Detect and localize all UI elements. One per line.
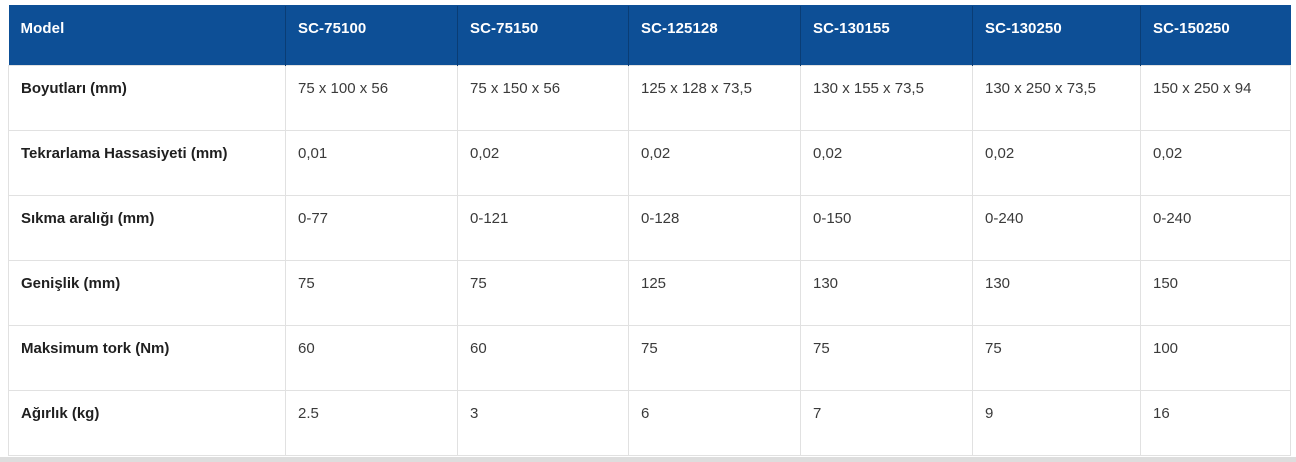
column-header-sc-125128: SC-125128 (628, 5, 801, 66)
table-row-clamping-range: Sıkma aralığı (mm) 0-77 0-121 0-128 0-15… (8, 195, 1291, 261)
spec-value-cell: 9 (972, 390, 1141, 456)
table-row-repeatability: Tekrarlama Hassasiyeti (mm) 0,01 0,02 0,… (8, 130, 1291, 196)
spec-value-cell: 125 x 128 x 73,5 (628, 65, 801, 131)
column-header-sc-75150: SC-75150 (457, 5, 629, 66)
spec-value-cell: 3 (457, 390, 629, 456)
spec-label-cell: Sıkma aralığı (mm) (8, 195, 286, 261)
spec-label-cell: Maksimum tork (Nm) (8, 325, 286, 391)
table-row-width: Genişlik (mm) 75 75 125 130 130 150 (8, 260, 1291, 326)
column-header-sc-130155: SC-130155 (800, 5, 973, 66)
spec-value-cell: 130 (972, 260, 1141, 326)
spec-value-cell: 125 (628, 260, 801, 326)
spec-value-cell: 75 (972, 325, 1141, 391)
spec-value-cell: 0-77 (285, 195, 458, 261)
spec-value-cell: 0-150 (800, 195, 973, 261)
product-spec-table: Model SC-75100 SC-75150 SC-125128 SC-130… (8, 5, 1291, 456)
table-header-row: Model SC-75100 SC-75150 SC-125128 SC-130… (8, 5, 1291, 66)
spec-value-cell: 60 (457, 325, 629, 391)
column-header-model: Model (8, 5, 286, 66)
spec-value-cell: 0,02 (972, 130, 1141, 196)
spec-label-cell: Genişlik (mm) (8, 260, 286, 326)
spec-value-cell: 75 (628, 325, 801, 391)
table-row-max-torque: Maksimum tork (Nm) 60 60 75 75 75 100 (8, 325, 1291, 391)
spec-value-cell: 2.5 (285, 390, 458, 456)
spec-value-cell: 0-240 (1140, 195, 1291, 261)
spec-value-cell: 75 x 100 x 56 (285, 65, 458, 131)
spec-value-cell: 0,02 (457, 130, 629, 196)
spec-value-cell: 0,01 (285, 130, 458, 196)
spec-value-cell: 7 (800, 390, 973, 456)
spec-value-cell: 150 x 250 x 94 (1140, 65, 1291, 131)
spec-value-cell: 150 (1140, 260, 1291, 326)
spec-value-cell: 6 (628, 390, 801, 456)
spec-label-cell: Tekrarlama Hassasiyeti (mm) (8, 130, 286, 196)
spec-label-cell: Ağırlık (kg) (8, 390, 286, 456)
spec-value-cell: 60 (285, 325, 458, 391)
spec-value-cell: 0-121 (457, 195, 629, 261)
horizontal-scrollbar[interactable] (0, 457, 1296, 462)
column-header-sc-150250: SC-150250 (1140, 5, 1291, 66)
spec-value-cell: 75 (800, 325, 973, 391)
table-row-dimensions: Boyutları (mm) 75 x 100 x 56 75 x 150 x … (8, 65, 1291, 131)
spec-value-cell: 100 (1140, 325, 1291, 391)
spec-value-cell: 0,02 (800, 130, 973, 196)
table-row-weight: Ağırlık (kg) 2.5 3 6 7 9 16 (8, 390, 1291, 456)
spec-value-cell: 0,02 (1140, 130, 1291, 196)
spec-value-cell: 130 (800, 260, 973, 326)
spec-value-cell: 75 (285, 260, 458, 326)
spec-value-cell: 130 x 155 x 73,5 (800, 65, 973, 131)
spec-value-cell: 0-240 (972, 195, 1141, 261)
column-header-sc-130250: SC-130250 (972, 5, 1141, 66)
column-header-sc-75100: SC-75100 (285, 5, 458, 66)
spec-label-cell: Boyutları (mm) (8, 65, 286, 131)
spec-value-cell: 0-128 (628, 195, 801, 261)
spec-value-cell: 130 x 250 x 73,5 (972, 65, 1141, 131)
spec-value-cell: 16 (1140, 390, 1291, 456)
spec-value-cell: 75 x 150 x 56 (457, 65, 629, 131)
spec-value-cell: 0,02 (628, 130, 801, 196)
spec-value-cell: 75 (457, 260, 629, 326)
